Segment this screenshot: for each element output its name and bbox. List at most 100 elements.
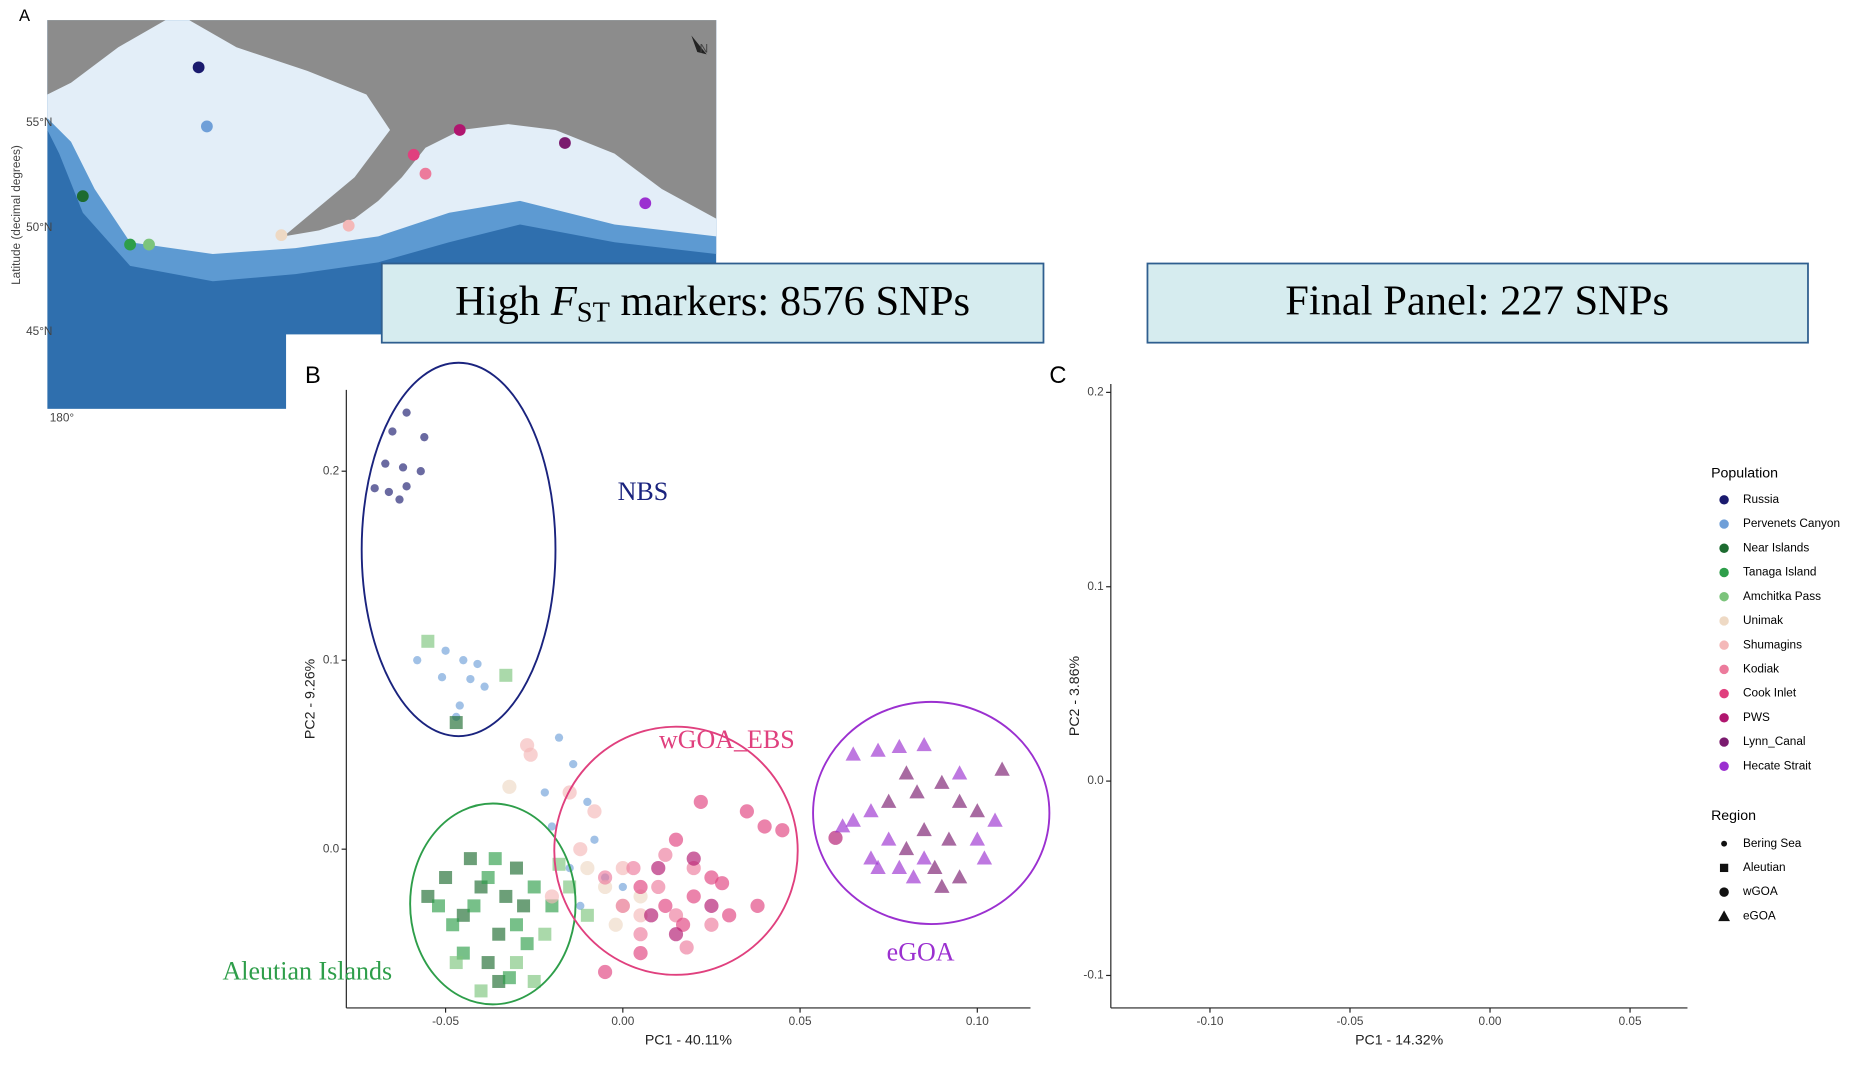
point (722, 908, 736, 922)
point (446, 918, 459, 931)
point (538, 928, 551, 941)
site (454, 124, 466, 136)
site (201, 121, 213, 133)
point (502, 780, 516, 794)
y-axis-label: PC2 - 3.86% (1067, 655, 1083, 736)
point (651, 861, 665, 875)
point (381, 460, 389, 468)
point (576, 902, 584, 910)
legend-swatch (1719, 519, 1728, 528)
point (715, 876, 729, 890)
point (555, 734, 563, 742)
title-part: markers: 8576 SNPs (610, 278, 970, 325)
point (740, 804, 754, 818)
point (633, 880, 647, 894)
legend-label: Unimak (1743, 613, 1783, 627)
point (680, 940, 694, 954)
point (644, 908, 658, 922)
point (598, 965, 612, 979)
point (517, 899, 530, 912)
x-tick-label: 0.05 (1619, 1014, 1642, 1028)
title-subscript: ST (577, 297, 610, 328)
legend-label: PWS (1743, 710, 1770, 724)
lat-label: 50°N (26, 220, 52, 234)
annotation: eGOA (887, 938, 955, 967)
point (545, 889, 559, 903)
site (639, 197, 651, 209)
legend-swatch (1719, 887, 1728, 896)
legend-label: Pervenets Canyon (1743, 516, 1840, 530)
point (598, 870, 612, 884)
legend-title: Region (1711, 808, 1756, 824)
point (758, 819, 772, 833)
point (473, 660, 481, 668)
point (466, 675, 474, 683)
point (669, 833, 683, 847)
point (492, 928, 505, 941)
point (541, 788, 549, 796)
point (475, 984, 488, 997)
site (275, 229, 287, 241)
y-tick-label: 0.2 (1087, 385, 1103, 399)
point (503, 971, 516, 984)
legend-label: Amchitka Pass (1743, 589, 1821, 603)
x-tick-label: -0.05 (432, 1014, 459, 1028)
point (658, 899, 672, 913)
point (651, 880, 665, 894)
figure: N A Latitude (decimal degrees) 55°N 50°N… (0, 0, 1853, 1067)
y-tick-label: -0.1 (1083, 968, 1103, 982)
point (633, 946, 647, 960)
legend-swatch (1719, 568, 1728, 577)
map-y-label: Latitude (decimal degrees) (9, 145, 23, 285)
point (467, 899, 480, 912)
lat-label: 55°N (26, 115, 52, 129)
point (388, 427, 396, 435)
legend-swatch (1719, 665, 1728, 674)
y-axis-label: PC2 - 9.26% (303, 658, 319, 739)
page: {"map_panel":{"panel_label":"A","y_axis_… (0, 0, 1853, 1072)
point (775, 823, 789, 837)
point (580, 861, 594, 875)
point (750, 899, 764, 913)
legend-label: wGOA (1742, 884, 1778, 898)
x-tick-label: 0.05 (789, 1014, 812, 1028)
legend-label: Tanaga Island (1743, 565, 1816, 579)
point (385, 488, 393, 496)
legend-swatch (1719, 689, 1728, 698)
legend-swatch (1719, 737, 1728, 746)
point (687, 889, 701, 903)
legend-swatch (1719, 616, 1728, 625)
point (399, 463, 407, 471)
x-tick-label: -0.10 (1197, 1014, 1224, 1028)
point (420, 433, 428, 441)
point (510, 862, 523, 875)
title-part: High (455, 278, 551, 325)
site (193, 61, 205, 73)
point (583, 798, 591, 806)
point (482, 956, 495, 969)
point (616, 899, 630, 913)
point (828, 831, 842, 845)
point (587, 804, 601, 818)
north-label: N (700, 42, 709, 56)
legend-swatch (1719, 592, 1728, 601)
title-symbol: F (550, 278, 578, 325)
legend-swatch (1721, 841, 1727, 847)
point (464, 852, 477, 865)
point (658, 848, 672, 862)
panel-title: Final Panel: 227 SNPs (1285, 278, 1669, 325)
legend-label: Russia (1743, 492, 1779, 506)
point (669, 927, 683, 941)
point (402, 408, 410, 416)
point (480, 683, 488, 691)
panel-label: B (305, 363, 321, 389)
site (408, 149, 420, 161)
legend-label: Near Islands (1743, 540, 1809, 554)
point (450, 716, 463, 729)
legend-swatch (1719, 495, 1728, 504)
point (421, 635, 434, 648)
legend-swatch (1719, 713, 1728, 722)
point (441, 647, 449, 655)
legend-label: Bering Sea (1743, 836, 1802, 850)
point (687, 852, 701, 866)
